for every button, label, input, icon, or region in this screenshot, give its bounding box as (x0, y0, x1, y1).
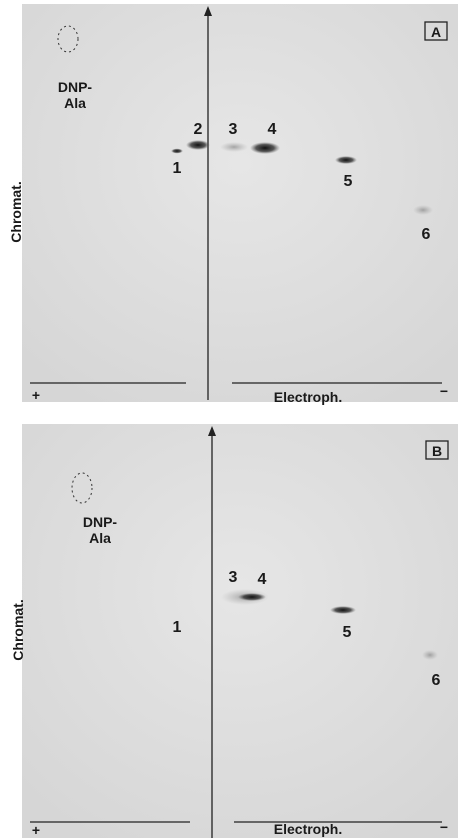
panel-label: A (431, 24, 441, 40)
spot (335, 156, 357, 164)
y-axis-label: Chromat. (8, 181, 24, 242)
spot (422, 650, 438, 660)
spot-label: 4 (268, 121, 277, 138)
spot (238, 593, 266, 601)
spot (250, 142, 280, 154)
spot (220, 142, 248, 152)
spot (413, 205, 433, 215)
marker-ring (71, 472, 93, 504)
spot-label: 1 (173, 160, 182, 177)
spot-label: 2 (194, 121, 203, 138)
plate (22, 4, 458, 402)
cathode-label: − (440, 819, 448, 835)
spot-label: 3 (229, 569, 238, 586)
spot-label: 5 (343, 624, 352, 641)
marker-label: DNP- (83, 514, 118, 530)
spot-label: 5 (344, 173, 353, 190)
panel-a: A DNP- Ala 1 2 3 4 5 6 Chromat. Electrop… (8, 4, 458, 405)
anode-label: + (32, 822, 40, 838)
marker-ring (57, 25, 79, 53)
anode-label: + (32, 387, 40, 403)
spot-label: 1 (173, 619, 182, 636)
label-box (425, 440, 449, 460)
marker-label: Ala (64, 95, 86, 111)
spot-label: 6 (432, 672, 441, 689)
y-axis-label: Chromat. (10, 599, 26, 660)
marker-label: Ala (89, 530, 111, 546)
panel-b: B DNP- Ala 3 4 1 5 6 Chromat. Electroph.… (10, 424, 458, 838)
x-axis-label: Electroph. (274, 821, 342, 837)
arrow (204, 6, 212, 16)
spot (171, 148, 183, 154)
cathode-label: − (440, 383, 448, 399)
spot-label: 6 (422, 226, 431, 243)
arrow (208, 426, 216, 436)
label-box (424, 21, 448, 41)
x-axis-label: Electroph. (274, 389, 342, 405)
spot (330, 606, 356, 614)
panel-label: B (432, 443, 442, 459)
spot (186, 140, 210, 150)
marker-label: DNP- (58, 79, 93, 95)
spot-label: 4 (258, 571, 267, 588)
plate (22, 424, 458, 838)
spot-label: 3 (229, 121, 238, 138)
